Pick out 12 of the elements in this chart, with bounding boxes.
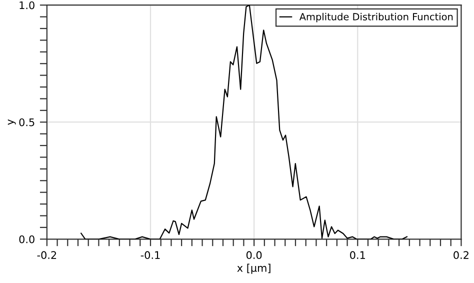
x-tick-label: 0.2 — [454, 251, 468, 260]
y-tick-label: 0.0 — [19, 235, 34, 244]
x-tick-label: -0.2 — [37, 251, 56, 260]
y-tick-label: 0.5 — [19, 118, 34, 126]
x-tick-label: 0.0 — [246, 251, 262, 260]
x-tick-label: 0.1 — [350, 251, 365, 260]
x-tick-label: -0.1 — [140, 251, 160, 260]
y-tick-label: 1.0 — [20, 1, 34, 10]
line-series — [80, 5, 408, 240]
x-axis-title: x [µm] — [237, 264, 270, 274]
legend-label: Amplitude Distribution Function — [299, 12, 453, 22]
y-axis-title: y — [8, 119, 16, 125]
